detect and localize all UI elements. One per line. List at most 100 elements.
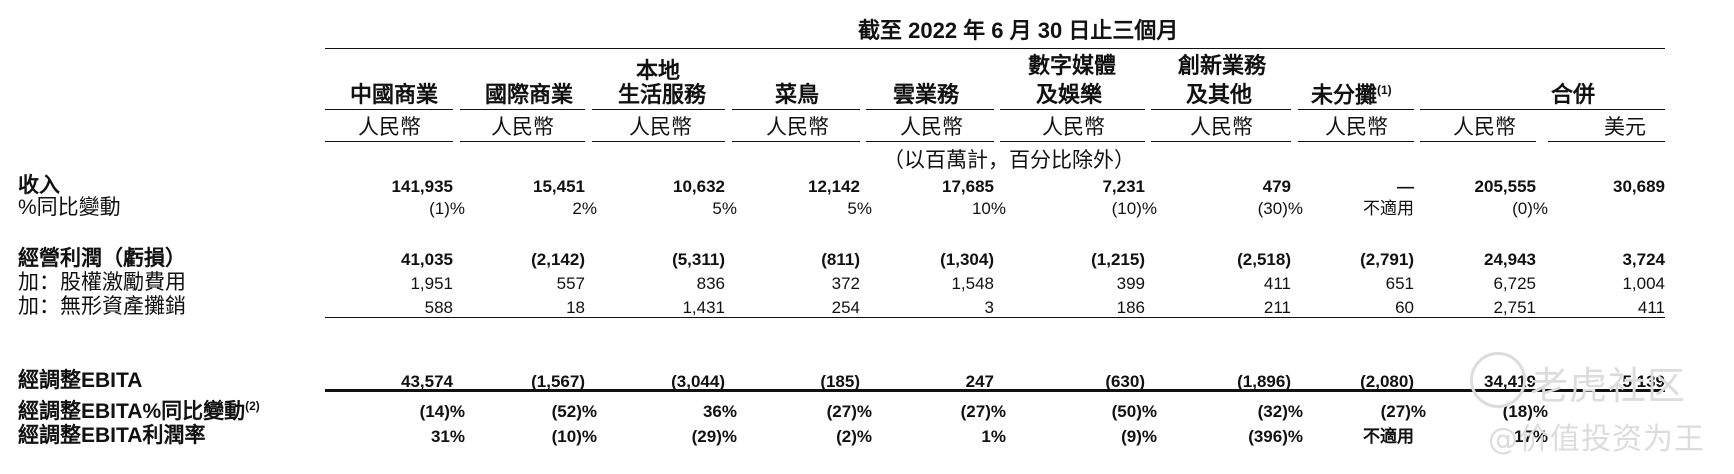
table-cell: 1,548	[951, 274, 994, 293]
row-label-amortization: 加：無形資產攤銷	[18, 295, 186, 318]
footnote-ref-1: (1)	[1377, 83, 1392, 97]
row-label-revenue-yoy: %同比變動	[18, 196, 121, 219]
table-cell: (396)%	[1248, 427, 1303, 446]
table-cell: 36%	[702, 402, 737, 421]
header-underline	[1000, 109, 1145, 110]
table-cell: (3,044)	[671, 372, 725, 391]
currency-underline	[1000, 141, 1145, 142]
currency-underline	[1298, 141, 1414, 142]
table-cell: (5,311)	[672, 250, 725, 269]
currency-label: 人民幣	[1190, 116, 1253, 139]
table-cell: (50)%	[1111, 402, 1157, 421]
currency-label: 人民幣	[1325, 116, 1388, 139]
header-underline	[866, 109, 994, 110]
col-header-6-line1: 數字媒體	[1028, 53, 1117, 78]
table-cell: 1,004	[1622, 274, 1665, 293]
table-cell: (30)%	[1257, 199, 1303, 218]
currency-underline	[460, 141, 585, 142]
table-cell: (1,215)	[1091, 250, 1145, 269]
col-header-7-line2: 及其他	[1186, 82, 1253, 107]
total-rule	[325, 389, 1665, 392]
currency-label: 人民幣	[491, 116, 554, 139]
table-cell: 12,142	[808, 177, 860, 196]
table-cell: (2,791)	[1360, 250, 1414, 269]
table-cell: (1,896)	[1237, 372, 1291, 391]
table-cell: 5%	[847, 199, 872, 218]
currency-label: 人民幣	[766, 116, 829, 139]
col-header-3-line2: 生活服務	[618, 82, 707, 107]
table-cell: 557	[556, 274, 585, 293]
table-cell: 10%	[971, 199, 1006, 218]
table-cell: (10)%	[1111, 199, 1157, 218]
table-cell: 651	[1385, 274, 1414, 293]
table-cell: 141,935	[391, 177, 453, 196]
table-cell: (52)%	[551, 402, 597, 421]
row-label-adj-ebita-yoy-text: 經調整EBITA%同比變動	[18, 400, 246, 423]
table-cell: (14)%	[419, 402, 465, 421]
col-header-2: 國際商業	[485, 82, 574, 107]
watermark-brand: 老虎社区	[1530, 364, 1687, 408]
table-cell: 18	[566, 298, 585, 317]
col-header-4: 菜鳥	[775, 82, 820, 107]
table-cell: (185)	[820, 372, 860, 391]
table-cell: 17,685	[942, 177, 994, 196]
table-cell: 60	[1395, 298, 1414, 317]
col-header-6-line2: 及娛樂	[1036, 82, 1103, 107]
table-cell: (0)%	[1512, 199, 1548, 218]
table-cell: 不適用	[1363, 199, 1414, 218]
col-header-1: 中國商業	[350, 82, 439, 107]
table-cell: (1,304)	[940, 250, 994, 269]
currency-label: 人民幣	[358, 116, 421, 139]
row-label-adj-ebita: 經調整EBITA	[18, 369, 143, 392]
table-cell: (29)%	[691, 427, 737, 446]
header-underline	[592, 109, 725, 110]
table-cell: (811)	[821, 250, 860, 269]
table-cell: 205,555	[1474, 177, 1536, 196]
col-header-8: 未分攤(1)	[1311, 84, 1392, 106]
col-header-8-label: 未分攤	[1311, 82, 1378, 108]
table-cell: (2,142)	[531, 250, 585, 269]
row-label-adj-ebita-yoy: 經調整EBITA%同比變動(2)	[18, 400, 260, 422]
table-cell: (1,567)	[531, 372, 585, 391]
table-cell: 1%	[981, 427, 1006, 446]
currency-underline	[592, 141, 725, 142]
currency-underline	[1420, 141, 1536, 142]
table-cell: 411	[1637, 298, 1665, 317]
table-cell: (18)%	[1502, 402, 1548, 421]
table-cell: 372	[831, 274, 860, 293]
currency-label: 人民幣	[900, 116, 963, 139]
currency-label: 人民幣	[629, 116, 692, 139]
table-cell: 15,451	[533, 177, 585, 196]
table-cell: 30,689	[1613, 177, 1665, 196]
table-cell: (2)%	[836, 427, 872, 446]
currency-underline	[325, 141, 453, 142]
table-cell: 2,751	[1493, 298, 1536, 317]
table-cell: 5%	[712, 199, 737, 218]
row-label-adj-ebita-margin: 經調整EBITA利潤率	[18, 424, 206, 447]
watermark-logo-icon	[1470, 352, 1526, 408]
table-cell: 254	[831, 298, 860, 317]
table-cell: 不適用	[1363, 427, 1414, 446]
currency-underline	[866, 141, 994, 142]
table-cell: 17%	[1513, 427, 1548, 446]
table-cell: (27)%	[960, 402, 1006, 421]
currency-underline	[1151, 141, 1291, 142]
table-title: 截至 2022 年 6 月 30 日止三個月	[858, 18, 1179, 43]
table-cell: 588	[424, 298, 453, 317]
table-cell: (2,080)	[1360, 372, 1414, 391]
table-cell: (27)%	[826, 402, 872, 421]
unit-note: （以百萬計，百分比除外）	[883, 149, 1135, 172]
table-cell: 6,725	[1493, 274, 1536, 293]
header-underline	[325, 109, 453, 110]
table-cell: (1)%	[429, 199, 465, 218]
header-underline	[1298, 109, 1414, 110]
table-cell: (2,518)	[1237, 250, 1291, 269]
table-cell: 5,139	[1622, 372, 1665, 391]
table-cell: 31%	[430, 427, 465, 446]
table-cell: 399	[1116, 274, 1145, 293]
table-cell: 10,632	[673, 177, 725, 196]
currency-label: 人民幣	[1453, 116, 1516, 139]
col-header-3-line1: 本地	[636, 58, 681, 83]
col-header-5: 雲業務	[893, 82, 960, 107]
table-cell: 247	[965, 372, 994, 391]
